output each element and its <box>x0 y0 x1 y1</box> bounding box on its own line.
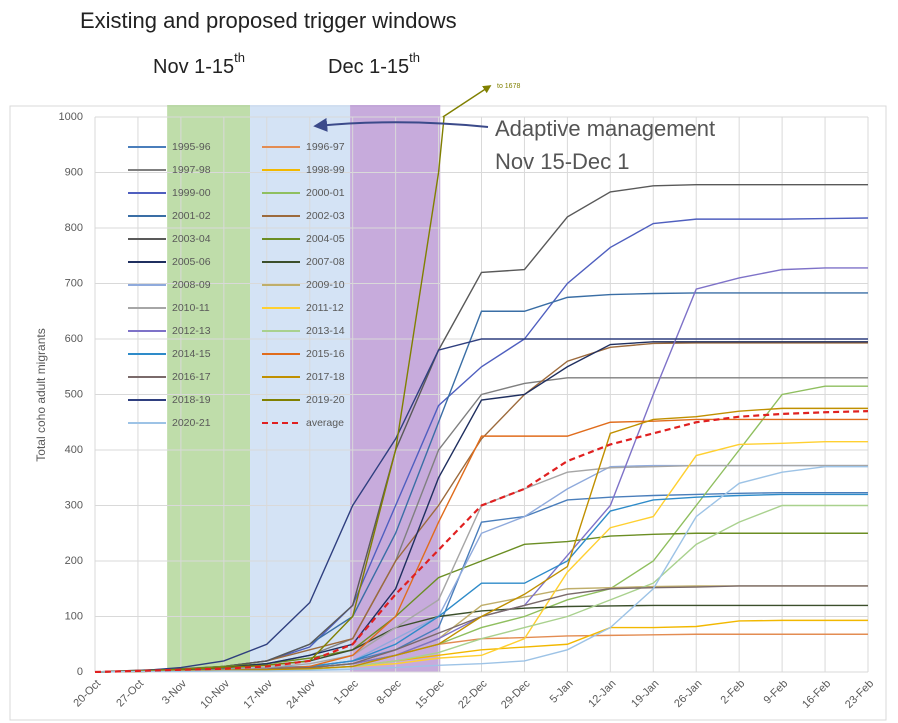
x-tick-label: 26-Jan <box>672 678 704 710</box>
legend-label: 2005-06 <box>172 256 211 268</box>
x-tick-label: 23-Feb <box>843 678 876 711</box>
x-tick-label: 24-Nov <box>284 677 318 711</box>
x-tick-label: 27-Oct <box>114 678 146 710</box>
legend-label: 2018-19 <box>172 394 211 406</box>
legend-label: 2002-03 <box>306 210 345 222</box>
x-tick-label: 2-Feb <box>719 678 748 707</box>
legend-label: 2015-16 <box>306 348 345 360</box>
legend-label: 1996-97 <box>306 141 345 153</box>
x-tick-label: 16-Feb <box>800 678 833 711</box>
x-tick-label: 8-Dec <box>375 677 405 707</box>
y-tick-label: 0 <box>77 666 83 678</box>
y-tick-label: 1000 <box>59 111 83 123</box>
legend-label: 2007-08 <box>306 256 345 268</box>
legend-label: 2010-11 <box>172 302 210 314</box>
legend-label: 1995-96 <box>172 141 211 153</box>
x-tick-label: 29-Dec <box>499 677 533 711</box>
annotation: Nov 1-15th <box>153 50 245 78</box>
series-line <box>95 532 868 673</box>
series-line <box>95 465 868 673</box>
y-tick-label: 100 <box>65 610 83 622</box>
annotation-text: Dec 1-15 <box>328 56 409 78</box>
annotation-text: Adaptive management <box>495 116 715 141</box>
legend-label: 2019-20 <box>306 394 345 406</box>
x-tick-label: 5-Jan <box>548 678 576 706</box>
y-tick-label: 800 <box>65 222 83 234</box>
x-tick-label: 10-Nov <box>198 677 232 711</box>
legend-label: 2012-13 <box>172 325 211 337</box>
y-tick-label: 300 <box>65 499 83 511</box>
legend-label: 2017-18 <box>306 371 345 383</box>
chart-title: Existing and proposed trigger windows <box>80 8 457 33</box>
arrow <box>313 117 489 132</box>
legend-label: average <box>306 417 344 429</box>
annotation: Dec 1-15th <box>328 50 420 78</box>
legend-label: 1998-99 <box>306 164 345 176</box>
legend-label: 1997-98 <box>172 164 211 176</box>
y-tick-label: 700 <box>65 277 83 289</box>
arrow <box>442 85 492 118</box>
legend-label: 2020-21 <box>172 417 211 429</box>
legend-label: 2011-12 <box>306 302 344 314</box>
legend-label: 2013-14 <box>306 325 345 337</box>
x-tick-label: 20-Oct <box>71 678 103 710</box>
legend-label: 2003-04 <box>172 233 211 245</box>
y-tick-label: 600 <box>65 333 83 345</box>
y-tick-label: 900 <box>65 166 83 178</box>
annotation: to 1678 <box>497 83 520 90</box>
x-tick-label: 22-Dec <box>456 677 490 711</box>
legend-label: 2000-01 <box>306 187 345 199</box>
y-axis-label: Total coho adult migrants <box>34 328 48 461</box>
legend-label: 2009-10 <box>306 279 345 291</box>
legend-label: 2001-02 <box>172 210 211 222</box>
x-tick-label: 3-Nov <box>160 677 190 707</box>
legend-label: 2004-05 <box>306 233 345 245</box>
annotation-text: Nov 15-Dec 1 <box>495 149 630 174</box>
annotation: Adaptive management <box>495 116 715 141</box>
annotation-sup: th <box>409 50 420 65</box>
series-line <box>95 410 868 673</box>
annotation-text: to 1678 <box>497 83 520 90</box>
annotation-sup: th <box>234 50 245 65</box>
x-tick-label: 17-Nov <box>241 677 275 711</box>
legend-label: 2008-09 <box>172 279 211 291</box>
y-tick-label: 500 <box>65 388 83 400</box>
annotation: Nov 15-Dec 1 <box>495 149 630 174</box>
annotation-text: Nov 1-15 <box>153 56 234 78</box>
series-line <box>95 338 868 673</box>
legend-label: 2014-15 <box>172 348 211 360</box>
y-tick-label: 200 <box>65 555 83 567</box>
x-tick-label: 15-Dec <box>413 677 447 711</box>
x-tick-label: 1-Dec <box>332 677 362 707</box>
legend-label: 1999-00 <box>172 187 211 199</box>
legend-label: 2016-17 <box>172 371 211 383</box>
y-tick-label: 400 <box>65 444 83 456</box>
x-tick-label: 19-Jan <box>629 678 661 710</box>
x-tick-label: 12-Jan <box>586 678 618 710</box>
series-line <box>95 117 445 673</box>
x-tick-label: 9-Feb <box>761 678 790 707</box>
chart-frame <box>9 105 887 721</box>
